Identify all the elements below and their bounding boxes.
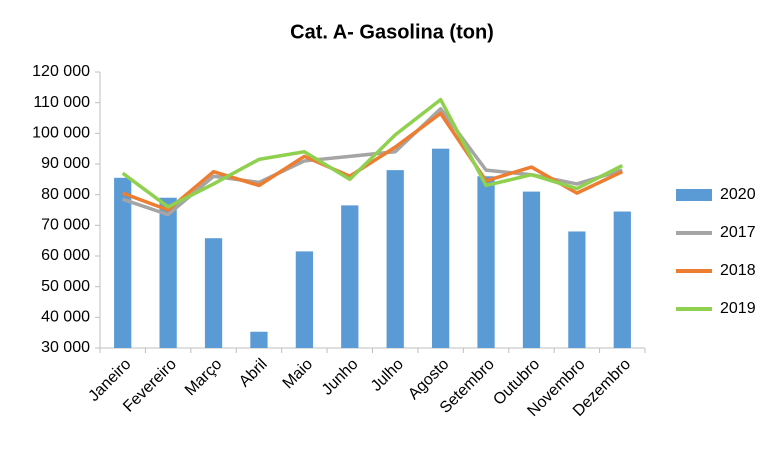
y-tick-label: 60 000	[41, 247, 90, 264]
y-tick-label: 70 000	[41, 217, 90, 234]
bar	[204, 238, 223, 348]
bar	[522, 191, 541, 348]
bar	[159, 197, 177, 348]
y-tick-label: 120 000	[32, 63, 90, 80]
legend-label: 2018	[720, 262, 756, 279]
bar	[568, 231, 586, 348]
bar	[431, 148, 450, 348]
y-tick-label: 30 000	[41, 339, 90, 356]
legend-label: 2020	[720, 186, 756, 203]
y-tick-label: 80 000	[41, 186, 90, 203]
bar	[386, 170, 404, 348]
bar	[250, 331, 268, 348]
bar	[114, 177, 132, 348]
y-tick-label: 110 000	[33, 94, 90, 111]
line	[121, 97, 624, 209]
y-tick-label: 100 000	[32, 125, 90, 142]
legend-label: 2017	[720, 224, 756, 241]
bar	[613, 211, 631, 348]
y-tick-label: 40 000	[41, 309, 90, 326]
chart-title: Cat. A- Gasolina (ton)	[290, 21, 494, 43]
bar	[295, 251, 314, 348]
y-tick-label: 50 000	[41, 278, 90, 295]
y-tick-label: 90 000	[41, 155, 90, 172]
legend-label: 2019	[720, 300, 756, 317]
line	[122, 111, 624, 212]
bar	[341, 205, 359, 348]
legend-swatch	[676, 189, 712, 201]
bar	[477, 176, 495, 348]
